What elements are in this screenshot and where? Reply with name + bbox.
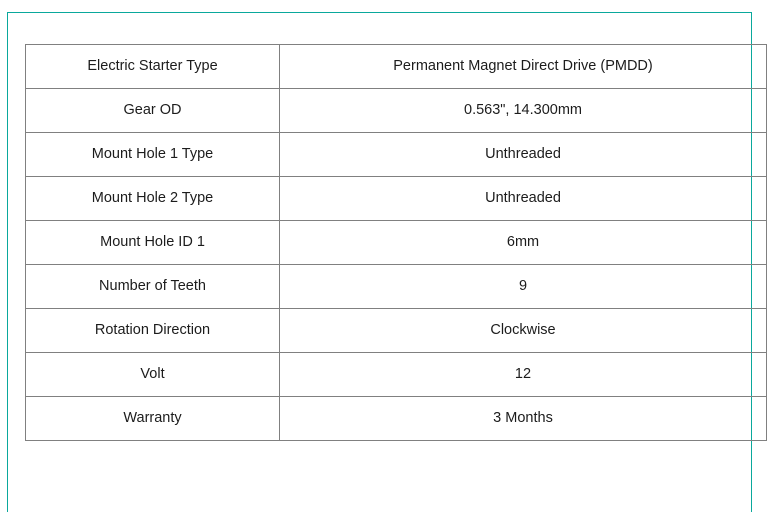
specification-table-body: Electric Starter Type Permanent Magnet D… — [25, 44, 767, 441]
table-row: Volt 12 — [25, 352, 767, 397]
spec-label-cell: Electric Starter Type — [25, 44, 280, 89]
spec-label-cell: Warranty — [25, 396, 280, 441]
spec-value-cell: 3 Months — [279, 396, 767, 441]
specification-panel: Electric Starter Type Permanent Magnet D… — [7, 12, 767, 512]
spec-value-cell: Unthreaded — [279, 132, 767, 177]
spec-label-cell: Mount Hole 2 Type — [25, 176, 280, 221]
spec-label-cell: Number of Teeth — [25, 264, 280, 309]
spec-label-cell: Rotation Direction — [25, 308, 280, 353]
table-row: Electric Starter Type Permanent Magnet D… — [25, 44, 767, 89]
spec-value-cell: 6mm — [279, 220, 767, 265]
spec-value-cell: Unthreaded — [279, 176, 767, 221]
table-row: Mount Hole 2 Type Unthreaded — [25, 176, 767, 221]
table-row: Rotation Direction Clockwise — [25, 308, 767, 353]
table-row: Number of Teeth 9 — [25, 264, 767, 309]
table-row: Gear OD 0.563", 14.300mm — [25, 88, 767, 133]
spec-label-cell: Mount Hole ID 1 — [25, 220, 280, 265]
table-row: Mount Hole ID 1 6mm — [25, 220, 767, 265]
spec-value-cell: Clockwise — [279, 308, 767, 353]
spec-label-cell: Gear OD — [25, 88, 280, 133]
spec-label-cell: Mount Hole 1 Type — [25, 132, 280, 177]
specification-table: Electric Starter Type Permanent Magnet D… — [25, 44, 767, 441]
table-row: Warranty 3 Months — [25, 396, 767, 441]
spec-value-cell: Permanent Magnet Direct Drive (PMDD) — [279, 44, 767, 89]
spec-value-cell: 0.563", 14.300mm — [279, 88, 767, 133]
table-row: Mount Hole 1 Type Unthreaded — [25, 132, 767, 177]
spec-label-cell: Volt — [25, 352, 280, 397]
spec-value-cell: 12 — [279, 352, 767, 397]
spec-value-cell: 9 — [279, 264, 767, 309]
